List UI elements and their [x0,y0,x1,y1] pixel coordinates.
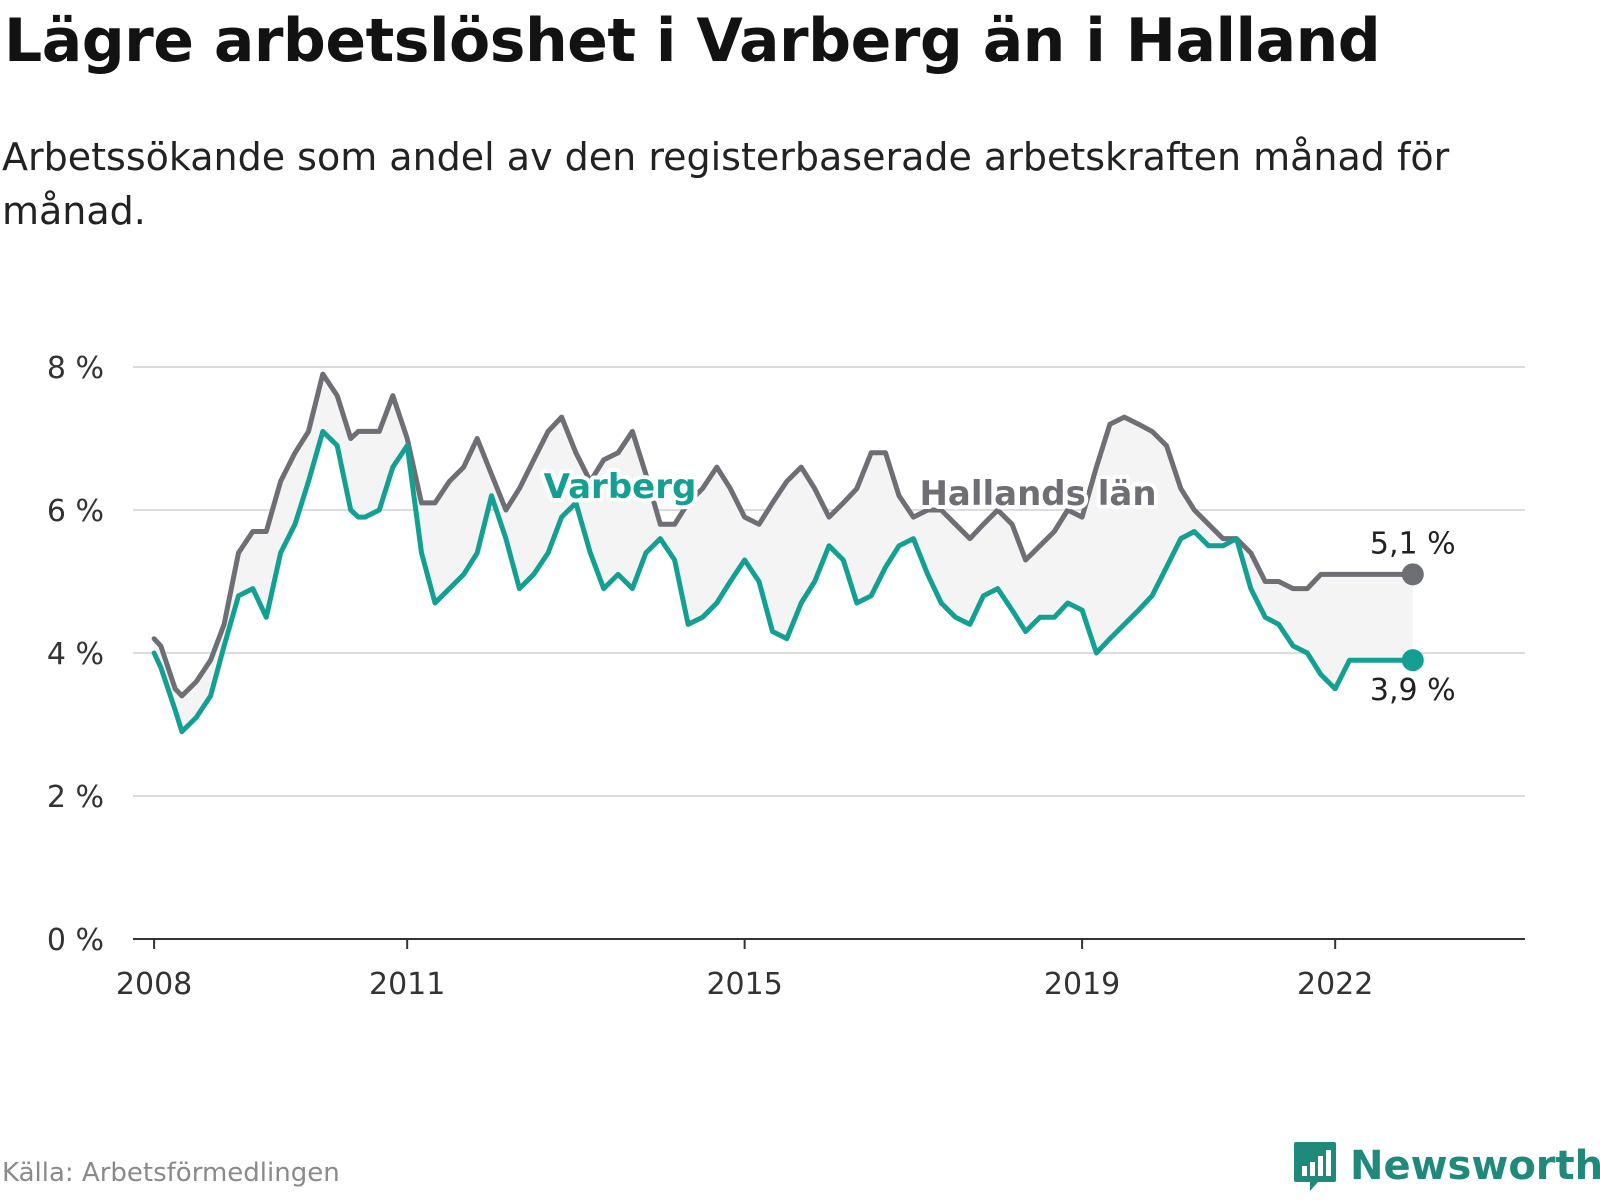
chart-subtitle: Arbetssökande som andel av den registerb… [2,135,1450,233]
series-line-halland-end-marker [1401,563,1424,586]
difference-band [154,374,1413,732]
y-tick-label: 8 % [47,351,104,386]
series-label-halland: Hallands län [919,474,1156,514]
series-label-varberg: Varberg [544,467,697,507]
y-tick-label: 2 % [47,780,104,815]
x-tick-label: 2011 [369,967,445,1002]
x-tick-label: 2022 [1297,967,1373,1002]
series-line-halland [151,371,1416,699]
brand: Newsworthy [1292,1140,1600,1192]
y-tick-label: 4 % [47,637,104,672]
x-tick-label: 2008 [116,967,192,1002]
series-line-varberg [151,428,1416,735]
x-tick-label: 2019 [1044,967,1120,1002]
source-note: Källa: Arbetsförmedlingen [2,1158,340,1188]
y-tick-label: 6 % [47,494,104,529]
x-tick-label: 2015 [706,967,782,1002]
y-tick-label: 0 % [47,923,104,958]
series-line-varberg-end-marker [1401,649,1424,672]
newsworthy-logo-icon [1294,1142,1336,1191]
chart-title: Lägre arbetslöshet i Varberg än i Hallan… [4,6,1381,76]
end-label-varberg: 3,9 % [1370,673,1456,708]
end-label-halland: 5,1 % [1370,526,1456,561]
brand-name: Newsworthy [1350,1143,1600,1189]
